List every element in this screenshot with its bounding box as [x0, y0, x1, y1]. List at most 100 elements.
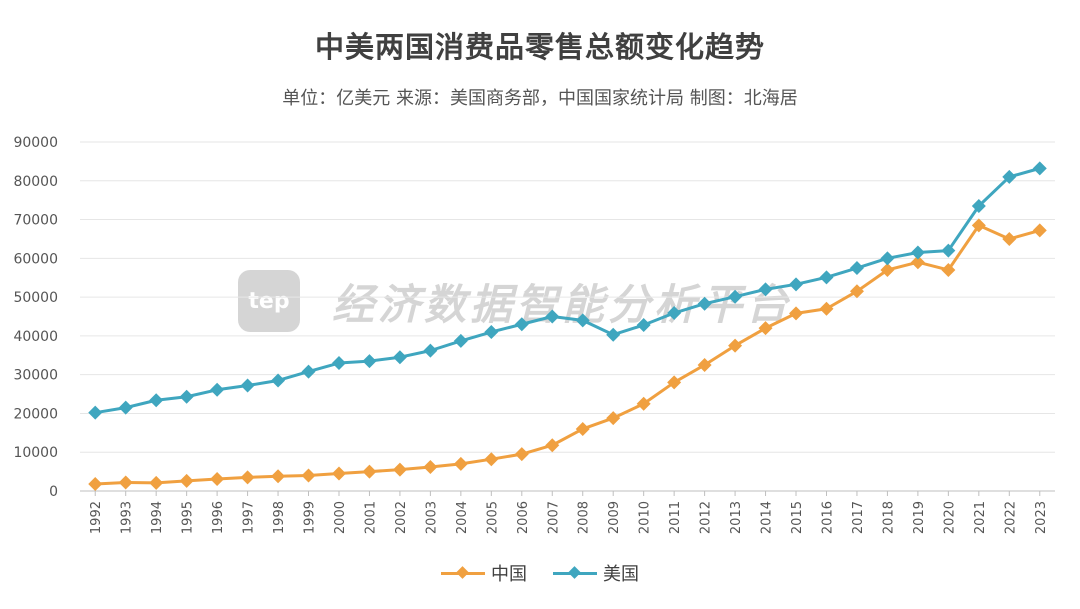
data-point-china: [301, 468, 316, 483]
x-tick-label: 2013: [729, 501, 744, 534]
data-point-china: [240, 470, 255, 485]
data-point-usa: [362, 354, 377, 369]
data-point-usa: [697, 296, 712, 311]
x-tick-label: 2014: [760, 501, 775, 534]
x-tick-label: 2020: [942, 501, 957, 534]
legend-marker-usa: [568, 565, 581, 579]
x-tick-label: 2018: [881, 501, 896, 534]
data-point-china: [667, 375, 682, 390]
data-point-usa: [331, 356, 346, 371]
y-tick-label: 20000: [13, 406, 58, 422]
data-point-usa: [301, 364, 316, 379]
x-tick-label: 2022: [1003, 501, 1018, 534]
data-point-china: [210, 471, 225, 486]
data-point-china: [697, 357, 712, 372]
data-point-china: [971, 218, 986, 233]
x-tick-label: 2009: [607, 501, 622, 534]
data-point-china: [575, 421, 590, 436]
legend-item-usa[interactable]: 美国: [553, 560, 639, 586]
x-tick-label: 1997: [242, 501, 257, 534]
data-point-china: [636, 396, 651, 411]
data-point-china: [880, 262, 895, 277]
data-point-usa: [728, 289, 743, 304]
y-tick-label: 10000: [13, 445, 58, 461]
x-tick-label: 2008: [577, 501, 592, 534]
data-point-usa: [971, 198, 986, 213]
data-point-usa: [880, 251, 895, 266]
data-point-usa: [514, 317, 529, 332]
data-point-usa: [941, 243, 956, 258]
data-point-china: [819, 301, 834, 316]
x-tick-label: 2021: [973, 501, 988, 534]
x-tick-label: 2019: [912, 501, 927, 534]
data-point-usa: [179, 389, 194, 404]
series-line-usa: [94, 166, 1041, 415]
data-point-china: [423, 459, 438, 474]
data-point-usa: [118, 400, 133, 415]
x-tick-label: 2007: [546, 501, 561, 534]
data-point-china: [362, 464, 377, 479]
data-point-china: [271, 469, 286, 484]
data-point-china: [941, 262, 956, 277]
data-point-china: [149, 475, 164, 490]
data-point-china: [1032, 223, 1047, 238]
data-point-china: [392, 462, 407, 477]
legend-swatch-usa: [553, 565, 597, 579]
data-point-china: [606, 411, 621, 426]
x-tick-label: 2002: [394, 501, 409, 534]
y-tick-label: 50000: [13, 290, 58, 306]
x-tick-label: 1999: [303, 501, 318, 534]
data-point-china: [789, 306, 804, 321]
data-point-usa: [149, 393, 164, 408]
data-point-china: [728, 338, 743, 353]
x-tick-label: 2010: [638, 501, 653, 534]
x-tick-label: 2001: [363, 501, 378, 534]
data-point-usa: [392, 350, 407, 365]
chart-subtitle: 单位：亿美元 来源：美国商务部，中国国家统计局 制图：北海居: [282, 88, 798, 109]
y-tick-label: 60000: [13, 251, 58, 267]
x-tick-label: 2015: [790, 501, 805, 534]
data-point-china: [331, 466, 346, 481]
data-point-china: [88, 477, 103, 492]
data-point-china: [179, 473, 194, 488]
data-point-usa: [423, 343, 438, 358]
data-point-usa: [789, 277, 804, 292]
data-point-usa: [910, 245, 925, 260]
x-tick-label: 2000: [333, 501, 348, 534]
legend-item-china[interactable]: 中国: [441, 560, 527, 586]
data-point-usa: [575, 313, 590, 328]
data-point-usa: [849, 261, 864, 276]
x-tick-label: 2023: [1034, 501, 1049, 534]
data-point-usa: [484, 325, 499, 340]
y-tick-label: 0: [49, 484, 58, 500]
x-tick-label: 1996: [211, 501, 226, 534]
data-point-usa: [667, 306, 682, 321]
x-tick-label: 2005: [485, 501, 500, 534]
legend-label-usa: 美国: [603, 564, 639, 585]
data-point-usa: [210, 382, 225, 397]
x-tick-label: 2004: [455, 501, 470, 534]
x-tick-label: 2003: [424, 501, 439, 534]
y-tick-label: 80000: [13, 174, 58, 190]
y-tick-label: 70000: [13, 213, 58, 229]
x-tick-label: 1998: [272, 501, 287, 534]
data-point-china: [118, 475, 133, 490]
data-point-china: [1002, 231, 1017, 246]
legend: 中国 美国: [0, 560, 1080, 586]
y-tick-label: 90000: [13, 135, 58, 151]
x-tick-label: 2011: [668, 501, 683, 534]
x-tick-label: 1994: [150, 501, 165, 534]
data-point-china: [849, 284, 864, 299]
legend-swatch-china: [441, 565, 485, 579]
data-point-usa: [1032, 161, 1047, 176]
y-tick-label: 30000: [13, 368, 58, 384]
data-point-usa: [636, 318, 651, 333]
data-point-china: [514, 447, 529, 462]
x-tick-label: 2017: [851, 501, 866, 534]
data-point-china: [484, 452, 499, 467]
x-tick-label: 2006: [516, 501, 531, 534]
x-tick-label: 2012: [699, 501, 714, 534]
legend-marker-china: [456, 565, 469, 579]
series-line-china: [95, 223, 1041, 486]
